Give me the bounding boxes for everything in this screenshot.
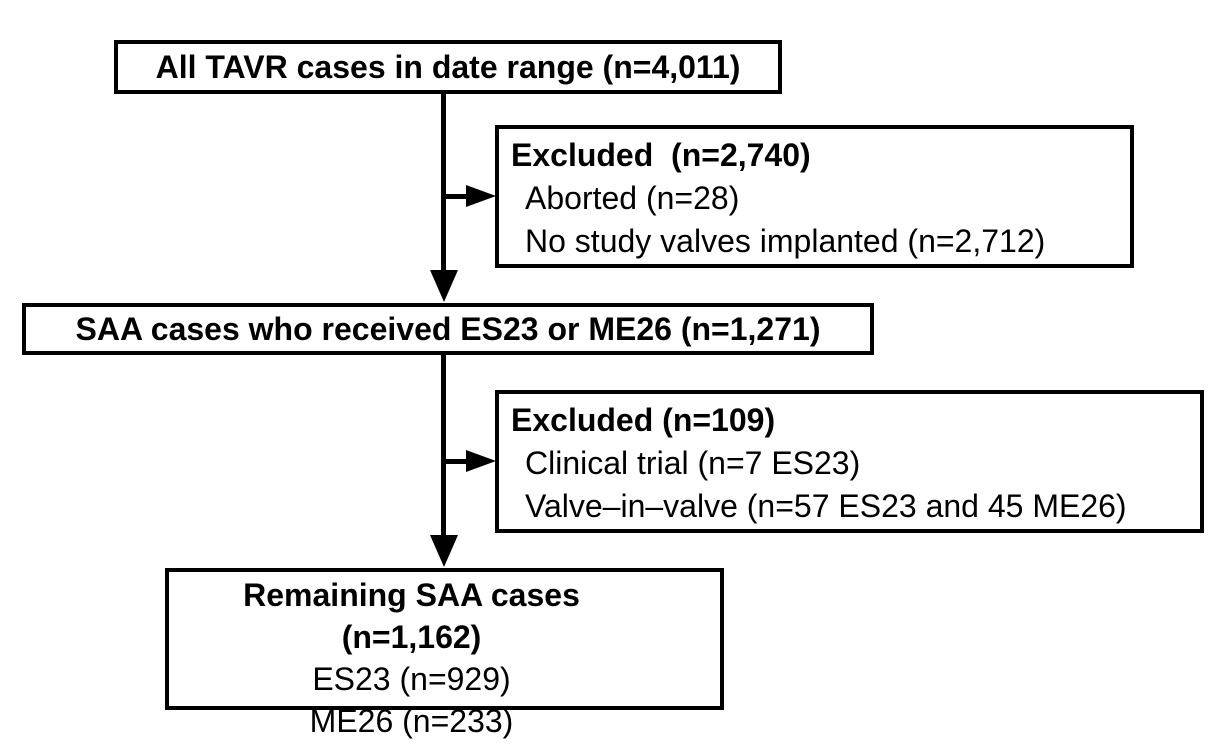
flow-box-all-tavr-cases: All TAVR cases in date range (n=4,011) <box>114 40 782 94</box>
remaining-item-me26: ME26 (n=233) <box>309 703 514 739</box>
flow-box-excluded-1: Excluded (n=2,740) Aborted (n=28) No stu… <box>495 125 1134 268</box>
remaining-item-es23: ES23 (n=929) <box>312 661 511 697</box>
excluded-1-item-no-study-valves: No study valves implanted (n=2,712) <box>525 223 1046 259</box>
excluded-1-heading: Excluded (n=2,740) <box>511 137 811 173</box>
connector-horizontal-line-1 <box>443 194 469 199</box>
excluded-2-heading: Excluded (n=109) <box>511 402 776 438</box>
excluded-1-item-aborted: Aborted (n=28) <box>525 180 740 216</box>
remaining-saa-heading: Remaining SAA cases (n=1,162) <box>243 577 589 655</box>
saa-cases-label: SAA cases who received ES23 or ME26 (n=1… <box>75 310 821 347</box>
arrow-down-icon-1 <box>430 270 458 302</box>
arrow-down-icon-2 <box>430 535 458 567</box>
flow-box-saa-cases: SAA cases who received ES23 or ME26 (n=1… <box>22 303 874 355</box>
arrow-right-icon-1 <box>466 185 496 207</box>
arrow-right-icon-2 <box>466 450 496 472</box>
flow-box-excluded-2: Excluded (n=109) Clinical trial (n=7 ES2… <box>495 390 1204 533</box>
connector-vertical-line-2 <box>441 355 446 537</box>
connector-horizontal-line-2 <box>443 459 469 464</box>
flow-box-remaining-saa-cases: Remaining SAA cases (n=1,162) ES23 (n=92… <box>165 568 724 739</box>
excluded-2-item-clinical-trial: Clinical trial (n=7 ES23) <box>525 445 861 481</box>
connector-vertical-line-1 <box>441 92 446 272</box>
all-tavr-cases-label: All TAVR cases in date range (n=4,011) <box>155 48 741 85</box>
excluded-2-item-valve-in-valve: Valve–in–valve (n=57 ES23 and 45 ME26) <box>525 488 1127 524</box>
